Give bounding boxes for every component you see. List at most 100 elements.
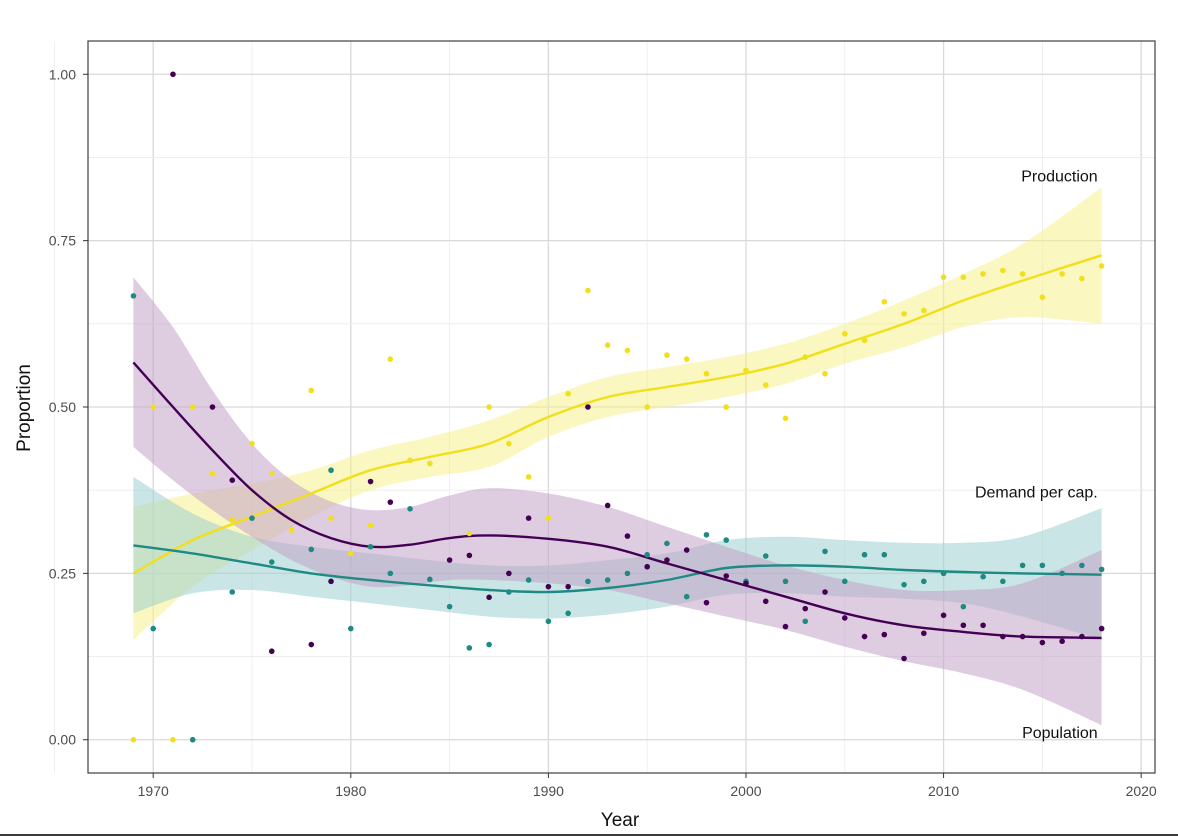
population-data-point [723,573,730,579]
y-tick-label: 0.75 [49,233,76,249]
population-data-point [268,648,275,655]
population-data-point [506,570,512,577]
demand-per-cap-series-label: Demand per cap. [975,485,1098,502]
population-data-point [367,478,374,485]
production-data-point [604,342,611,348]
production-data-point [921,307,927,314]
population-data-point [921,630,927,637]
demand-per-cap-data-point [683,593,690,600]
demand-per-cap-data-point [347,625,354,632]
production-data-point [624,347,631,354]
demand-per-cap-data-point [723,537,730,543]
population-data-point [308,641,315,648]
population-data-point [980,622,986,629]
population-data-point [1059,638,1065,645]
x-axis-title: Year [601,810,640,831]
production-data-point [150,404,157,410]
demand-per-cap-data-point [407,506,413,512]
production-data-point [703,370,710,377]
data-points [130,71,1105,743]
demand-per-cap-data-point [1059,570,1065,577]
production-data-point [1000,267,1006,274]
production-data-point [209,470,216,477]
population-data-point [585,404,591,410]
population-data-point [565,583,571,590]
population-data-point [525,515,532,521]
demand-per-cap-data-point [268,559,275,565]
demand-per-cap-data-point [446,603,453,610]
production-data-point [841,331,848,337]
y-tick-label: 0.50 [49,399,76,415]
demand-per-cap-data-point [703,531,710,538]
production-data-point [308,387,315,394]
production-data-point [347,550,354,557]
population-data-point [762,598,769,605]
production-data-point [881,299,888,305]
demand-per-cap-data-point [822,548,828,555]
production-data-point [367,522,374,529]
production-data-point [664,352,670,358]
population-data-point [841,615,848,621]
demand-per-cap-data-point [545,618,552,625]
production-series-label: Production [1021,168,1098,185]
production-data-point [387,356,394,362]
population-data-point [960,622,967,629]
production-data-point [960,274,967,281]
x-tick-label: 2010 [928,783,959,799]
population-data-point [901,655,907,662]
population-data-point [466,552,473,559]
production-data-point [901,311,907,317]
demand-per-cap-data-point [782,578,789,585]
demand-per-cap-data-point [1000,578,1006,585]
population-data-point [209,404,216,410]
demand-per-cap-data-point [802,618,809,625]
demand-per-cap-data-point [1039,562,1046,569]
population-data-point [170,71,176,78]
population-data-point [683,547,690,553]
production-data-point [743,367,749,374]
production-data-point [427,460,433,467]
production-data-point [130,736,137,743]
population-series-label: Population [1022,725,1098,742]
demand-per-cap-data-point [841,578,848,585]
production-data-point [644,404,650,410]
production-data-point [1039,294,1046,301]
population-data-point [486,594,492,601]
production-data-point [1079,275,1085,282]
population-data-point [861,633,868,640]
demand-per-cap-data-point [901,581,907,588]
population-data-point [1039,639,1046,646]
production-data-point [268,470,275,477]
population-data-point [802,605,809,612]
demand-per-cap-data-point [762,553,769,559]
production-data-point [585,287,591,294]
y-tick-label: 1.00 [49,66,76,82]
production-data-point [189,404,196,410]
demand-per-cap-data-point [1079,562,1085,569]
population-data-point [1019,633,1026,640]
production-confidence-band [133,187,1102,640]
production-data-point [466,530,473,537]
demand-per-cap-data-point [466,645,473,651]
production-data-point [980,271,986,277]
production-data-point [762,382,769,388]
demand-per-cap-data-point [861,551,868,558]
production-data-point [545,515,552,521]
production-data-point [565,390,571,397]
demand-per-cap-data-point [960,603,967,610]
population-data-point [1000,633,1006,640]
demand-per-cap-data-point [940,570,947,577]
demand-per-cap-data-point [644,551,650,558]
production-data-point [1019,271,1026,277]
population-confidence-band [133,277,1102,726]
demand-per-cap-data-point [1098,566,1105,573]
population-data-point [782,623,789,630]
demand-per-cap-data-point [130,293,137,299]
axis-ticks: 1970 1980 1990 2000 2010 2020 0.00 0.25 0.50 0.75… [49,66,1157,799]
production-data-point [328,515,334,521]
demand-per-cap-data-point [387,570,394,577]
population-data-point [229,477,236,484]
y-tick-label: 0.00 [49,732,76,748]
demand-per-cap-data-point [980,573,986,580]
